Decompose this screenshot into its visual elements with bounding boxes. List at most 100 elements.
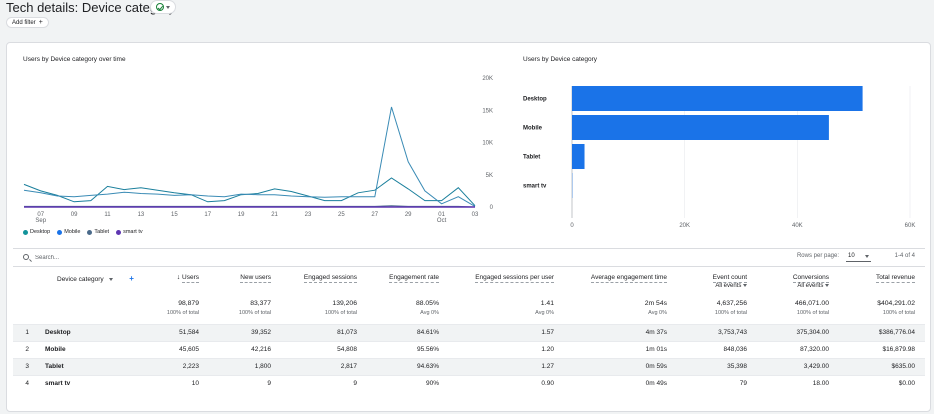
- row-metric-cell: $386,776.04: [833, 323, 925, 341]
- total-value: 4,637,256: [716, 300, 747, 307]
- x-tick-month-label: Sep: [35, 218, 46, 224]
- totals-cell: 1.41 Avg 0%: [443, 298, 558, 324]
- table-row[interactable]: 1 Desktop 51,584 39,352 81,073 84.61% 1.57 4m 3…: [13, 323, 925, 341]
- rows-per-page-select[interactable]: 10: [846, 251, 871, 262]
- row-metric-cell: 87,320.00: [751, 340, 833, 358]
- total-value: 98,879: [178, 300, 199, 307]
- row-metric-cell: 10: [143, 374, 203, 392]
- caret-down-icon: [865, 254, 869, 258]
- row-metric-cell: 0m 59s: [558, 357, 671, 375]
- row-metric-cell: 79: [671, 374, 751, 392]
- bar-desktop[interactable]: [572, 86, 863, 111]
- totals-cell: 2m 54s Avg 0%: [558, 298, 671, 324]
- row-metric-cell: 90%: [361, 374, 443, 392]
- add-dimension-icon[interactable]: +: [129, 274, 134, 283]
- column-header-label: Users: [182, 274, 199, 283]
- row-index: 4: [13, 374, 33, 392]
- bar-tablet[interactable]: [572, 144, 585, 169]
- row-metric-cell: 9: [275, 374, 361, 392]
- column-header-event-count[interactable]: Event count All events: [671, 268, 751, 298]
- column-header-engaged-sessions-per-user[interactable]: Engaged sessions per user: [443, 268, 558, 298]
- totals-cell: 466,071.00 100% of total: [751, 298, 833, 324]
- column-header-total-revenue[interactable]: Total revenue: [833, 268, 925, 298]
- x-tick-label: 27: [371, 212, 378, 218]
- legend-item[interactable]: smart tv: [116, 229, 143, 235]
- table-row[interactable]: 4 smart tv 10 9 9 90% 0.90 0m 49s 79 18.00 $0.00: [13, 374, 925, 392]
- column-header-users[interactable]: ↓ Users: [143, 268, 203, 298]
- legend-dot-icon: [57, 229, 63, 235]
- events-select-label: All events: [797, 283, 824, 289]
- row-metric-cell: $635.00: [833, 357, 925, 375]
- caret-down-icon: [166, 5, 170, 9]
- row-metric-cell: 1m 01s: [558, 340, 671, 358]
- column-header-label: Engaged sessions per user: [475, 274, 554, 283]
- bar-category-label: Mobile: [523, 126, 543, 132]
- table-row[interactable]: 2 Mobile 45,605 42,216 54,808 95.56% 1.20 1m 01…: [13, 340, 925, 358]
- total-value: 139,206: [332, 300, 357, 307]
- column-header-label: Engaged sessions: [303, 274, 357, 283]
- legend-dot-icon: [87, 229, 93, 235]
- legend-label: smart tv: [123, 229, 143, 235]
- legend-label: Desktop: [30, 229, 51, 235]
- legend-item[interactable]: Tablet: [87, 229, 109, 235]
- bar-mobile[interactable]: [572, 115, 829, 140]
- column-header-new-users[interactable]: New users: [203, 268, 275, 298]
- legend-item[interactable]: Mobile: [57, 229, 80, 235]
- totals-cell: $404,291.02 100% of total: [833, 298, 925, 324]
- row-metric-cell: $0.00: [833, 374, 925, 392]
- row-metric-cell: $16,879.98: [833, 340, 925, 358]
- row-metric-cell: 84.61%: [361, 323, 443, 341]
- row-metric-cell: 39,352: [203, 323, 275, 341]
- series-line-desktop: [23, 177, 476, 207]
- caret-down-icon: [109, 277, 114, 281]
- comparison-status-button[interactable]: [150, 0, 176, 14]
- column-header-label: Engagement rate: [389, 274, 439, 283]
- x-tick-label: 40K: [792, 223, 803, 229]
- column-header-conversions[interactable]: Conversions All events: [751, 268, 833, 298]
- column-header-label: Average engagement time: [590, 274, 667, 283]
- x-tick-label: 25: [338, 212, 345, 218]
- row-metric-cell: 3,429.00: [751, 357, 833, 375]
- row-index: 1: [13, 323, 33, 341]
- column-header-label: Event count: [712, 274, 747, 283]
- add-filter-button[interactable]: Add filter +: [6, 17, 49, 28]
- total-sub: 100% of total: [238, 310, 271, 316]
- y-tick-label: 10K: [482, 141, 493, 147]
- column-header-engagement-rate[interactable]: Engagement rate: [361, 268, 443, 298]
- column-header-engaged-sessions[interactable]: Engaged sessions: [275, 268, 361, 298]
- rows-per-page-label: Rows per page:: [796, 253, 839, 259]
- dimension-header[interactable]: Device category +: [33, 268, 143, 298]
- y-tick-label: 0: [490, 205, 494, 211]
- legend-dot-icon: [116, 229, 122, 235]
- check-circle-icon: [156, 3, 164, 11]
- legend-item[interactable]: Desktop: [23, 229, 50, 235]
- table-toolbar: Rows per page: 10 1-4 of 4: [13, 249, 925, 267]
- totals-cell: 98,879 100% of total: [143, 298, 203, 324]
- row-metric-cell: 45,605: [143, 340, 203, 358]
- conversions-events-select[interactable]: All events: [751, 283, 829, 289]
- row-dimension-value: Desktop: [33, 323, 143, 341]
- search-input[interactable]: [35, 252, 235, 263]
- row-metric-cell: 1,800: [203, 357, 275, 375]
- x-tick-label: 0: [570, 223, 574, 229]
- column-header-label: New users: [240, 274, 271, 283]
- x-tick-label: 21: [271, 212, 278, 218]
- totals-cell: 139,206 100% of total: [275, 298, 361, 324]
- total-sub: 100% of total: [324, 310, 357, 316]
- legend-label: Mobile: [64, 229, 81, 235]
- section-divider: [13, 248, 925, 249]
- x-tick-label: 29: [405, 212, 412, 218]
- row-metric-cell: 9: [203, 374, 275, 392]
- column-header-average-engagement-time[interactable]: Average engagement time: [558, 268, 671, 298]
- event-count-events-select[interactable]: All events: [671, 283, 747, 289]
- row-metric-cell: 4m 37s: [558, 323, 671, 341]
- bar-category-label: Tablet: [523, 155, 540, 161]
- row-metric-cell: 1.27: [443, 357, 558, 375]
- row-metric-cell: 848,036: [671, 340, 751, 358]
- row-metric-cell: 94.63%: [361, 357, 443, 375]
- plus-icon: +: [38, 19, 43, 26]
- x-tick-label: 03: [472, 212, 479, 218]
- total-value: 2m 54s: [644, 300, 667, 307]
- table-row[interactable]: 3 Tablet 2,223 1,800 2,817 94.63% 1.27 0m 59s 35…: [13, 357, 925, 375]
- totals-cell: 4,637,256 100% of total: [671, 298, 751, 324]
